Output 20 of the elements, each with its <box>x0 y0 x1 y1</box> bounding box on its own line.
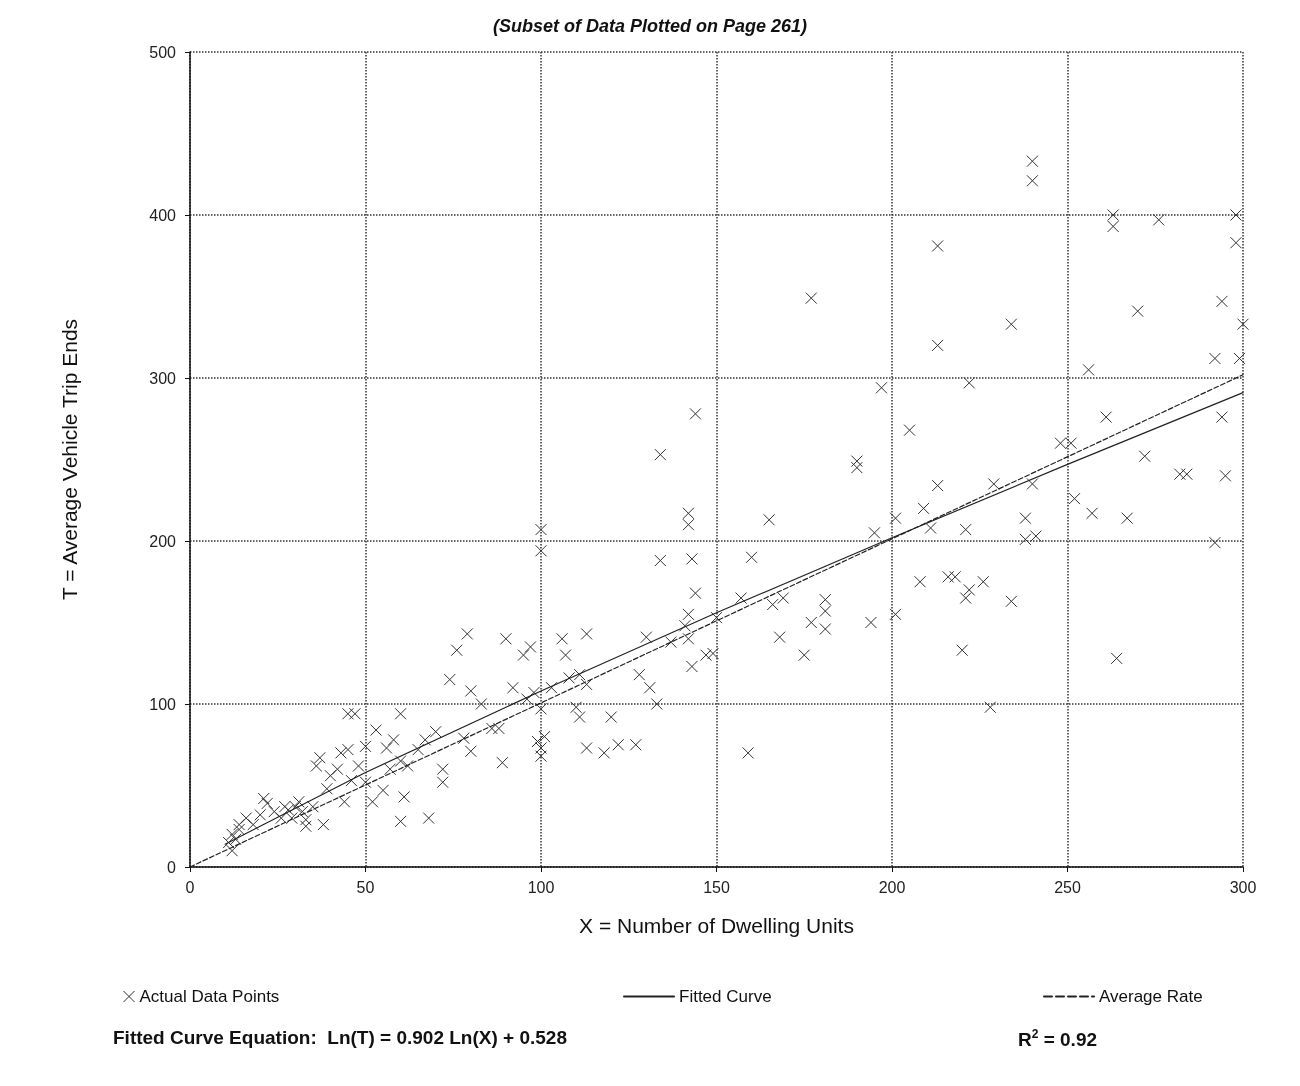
y-axis-title: T = Average Vehicle Trip Ends <box>58 318 81 601</box>
y-tick-label: 0 <box>167 858 177 876</box>
chart-title: (Subset of Data Plotted on Page 261) <box>492 16 808 36</box>
x-tick-label: 0 <box>185 878 195 896</box>
y-tick-label: 400 <box>149 206 177 224</box>
legend-label: Average Rate <box>1099 987 1203 1006</box>
x-tick-label: 50 <box>356 878 375 896</box>
y-tick-label: 300 <box>149 369 177 387</box>
x-tick-label: 150 <box>703 878 730 896</box>
y-tick-label: 200 <box>149 532 177 550</box>
x-tick-label: 300 <box>1229 878 1257 896</box>
x-tick-label: 200 <box>878 878 906 896</box>
y-tick-label: 100 <box>149 695 177 713</box>
x-tick-label: 100 <box>527 878 555 896</box>
text: Fitted Curve Equation: Ln(T) = 0.902 Ln(X) + 0.528 <box>113 1027 567 1048</box>
y-tick-label: 500 <box>149 43 177 61</box>
legend-label: Fitted Curve <box>679 987 772 1006</box>
legend-label: Actual Data Points <box>139 987 280 1006</box>
x-tick-label: 250 <box>1054 878 1081 896</box>
x-axis-title: X = Number of Dwelling Units <box>579 914 854 937</box>
